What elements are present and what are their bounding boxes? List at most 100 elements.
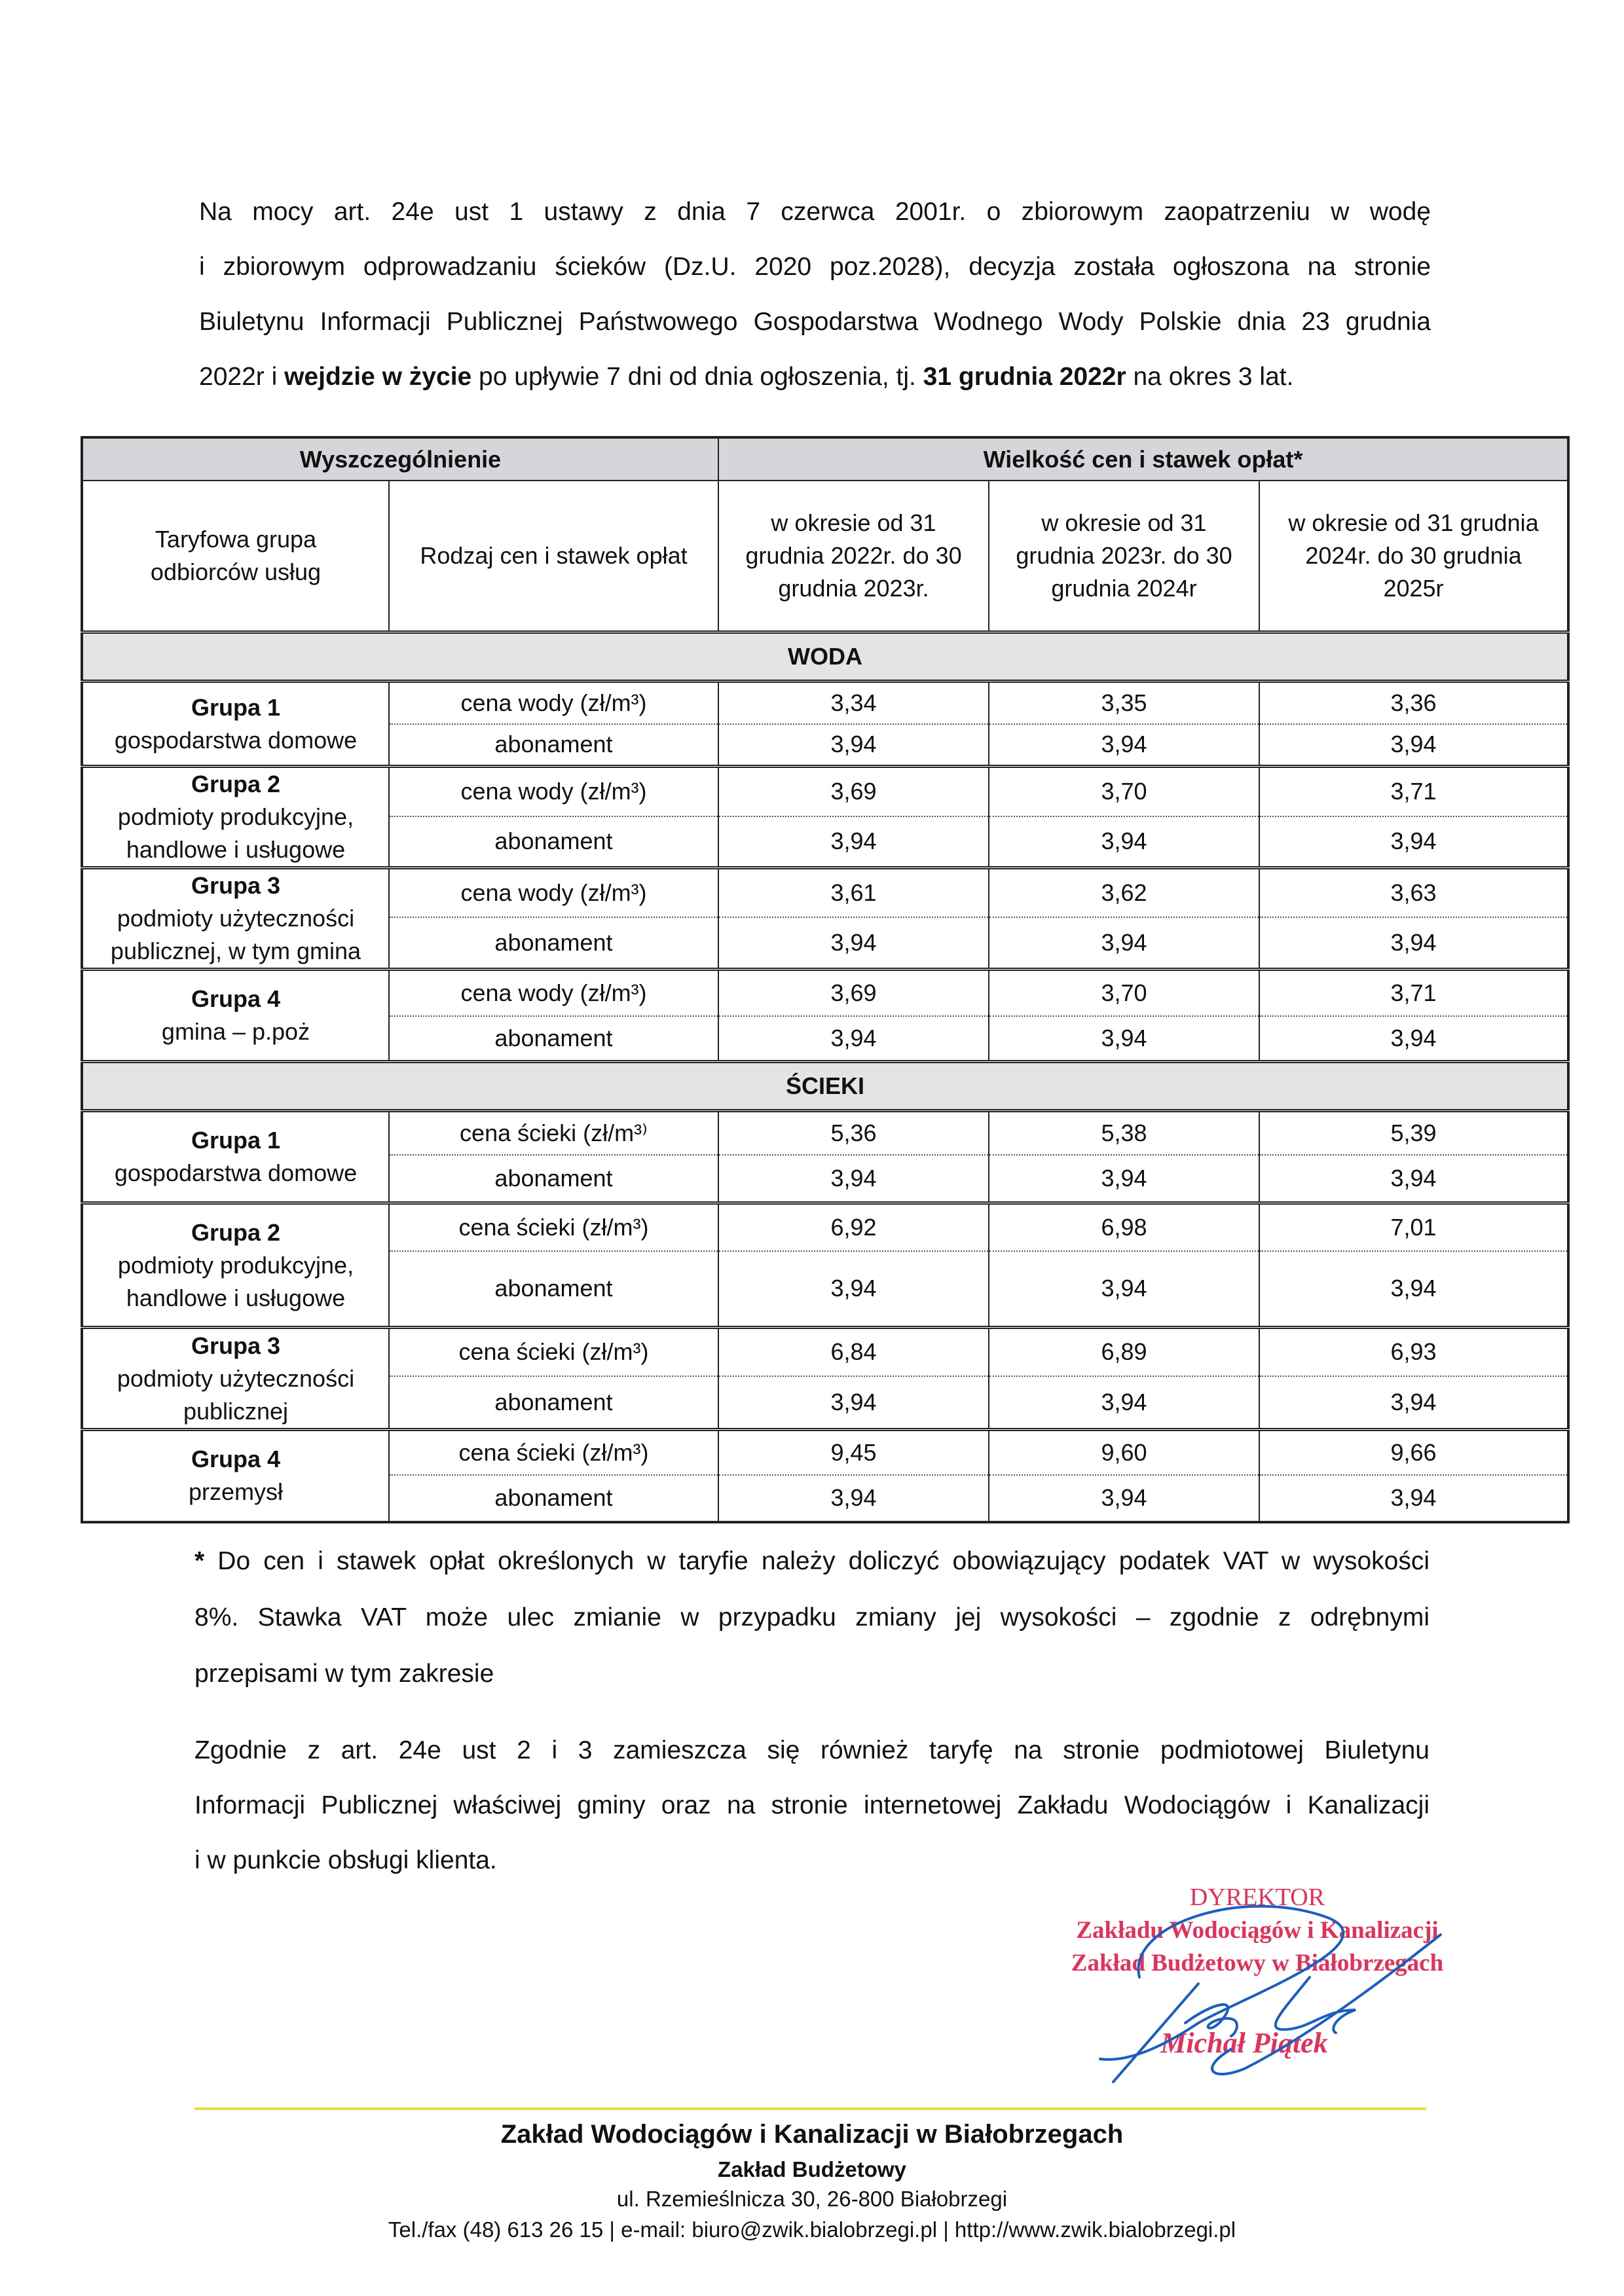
price-period-2: 3,70 [988, 968, 1260, 1017]
rate-type: cena ścieki (zł/m³⁾ [388, 1110, 719, 1156]
price-period-3: 6,93 [1259, 1326, 1569, 1377]
group-cell: Grupa 2 podmioty produkcyjne, handlowe i … [81, 765, 390, 869]
price-period-2: 3,94 [988, 1474, 1260, 1523]
note-line: * Do cen i stawek opłat określonych w ta… [194, 1533, 1430, 1590]
group-cell: Grupa 4 przemysł [81, 1428, 390, 1523]
price-period-1: 3,94 [718, 723, 989, 767]
tariff-table: Wyszczególnienie Wielkość cen i stawek o… [81, 436, 1570, 1523]
section-row: ŚCIEKI [81, 1060, 1569, 1112]
price-period-1: 3,94 [718, 1250, 989, 1328]
effective-date: 31 grudnia 2022r [923, 363, 1126, 391]
price-period-3: 3,94 [1259, 1015, 1569, 1063]
price-period-2: 3,70 [988, 764, 1260, 817]
price-period-2: 3,94 [988, 1015, 1260, 1063]
price-period-3: 3,94 [1259, 1154, 1569, 1204]
price-period-3: 3,94 [1259, 815, 1569, 869]
table-row: abonament 3,94 3,94 3,94 [82, 1154, 1569, 1204]
group-cell: Grupa 2 podmioty produkcyjne, handlowe i … [81, 1201, 390, 1328]
stamp-line-2: Zakład Budżetowy w Białobrzegach [1071, 1950, 1444, 1977]
group-name: Grupa 1 [191, 693, 281, 721]
price-period-2: 3,94 [988, 723, 1260, 767]
intro-line: i zbiorowym odprowadzaniu ścieków (Dz.U.… [199, 253, 1431, 281]
table-row: Grupa 1 gospodarstwa domowe cena ścieki (z… [81, 1110, 1569, 1204]
intro-line: Na mocy art. 24e ust 1 ustawy z dnia 7 c… [199, 198, 1431, 226]
table-row: abonament 3,94 3,94 3,94 [82, 1375, 1569, 1430]
note-line: przepisami w tym zakresie [194, 1660, 494, 1688]
group-description: gospodarstwa domowe [114, 726, 358, 754]
group-cell: Grupa 4 gmina – p.poż [81, 968, 390, 1063]
table-row: abonament 3,94 3,94 3,94 [82, 1015, 1569, 1063]
rate-type: abonament [388, 1375, 719, 1430]
publication-line: Informacji Publicznej właściwej gminy or… [194, 1791, 1430, 1819]
price-period-3: 3,36 [1259, 680, 1569, 725]
price-period-3: 3,94 [1259, 723, 1569, 767]
price-period-1: 3,69 [718, 968, 989, 1017]
price-period-3: 7,01 [1259, 1201, 1569, 1252]
price-period-1: 3,94 [718, 1015, 989, 1063]
table-row: Grupa 3 podmioty użyteczności publicznej,… [81, 866, 1569, 970]
price-period-1: 3,94 [718, 1375, 989, 1430]
price-period-1: 3,34 [718, 680, 989, 725]
col-header-period-1: w okresie od 31 grudnia 2022r. do 30 gru… [718, 480, 989, 633]
table-header-row: Wyszczególnienie Wielkość cen i stawek o… [81, 437, 1569, 481]
group-description: gospodarstwa domowe [114, 1159, 358, 1186]
intro-text: 2022r i [199, 363, 285, 391]
price-period-2: 3,94 [988, 1250, 1260, 1328]
price-period-3: 3,94 [1259, 916, 1569, 970]
rate-type: cena wody (zł/m³) [388, 680, 719, 725]
rate-type: abonament [388, 815, 719, 869]
col-header-period-2: w okresie od 31 grudnia 2023r. do 30 gru… [988, 480, 1260, 633]
group-cell: Grupa 1 gospodarstwa domowe [81, 1110, 390, 1204]
group-description: podmioty produkcyjne, handlowe i usługow… [117, 803, 354, 863]
group-name: Grupa 1 [191, 1127, 281, 1154]
price-period-2: 5,38 [988, 1110, 1260, 1156]
effective-phrase: wejdzie w życie [284, 363, 472, 391]
group-name: Grupa 4 [191, 985, 281, 1012]
price-period-3: 3,63 [1259, 866, 1569, 918]
footer-contact: Tel./fax (48) 613 26 15 | e-mail: biuro@… [388, 2217, 1236, 2242]
price-period-1: 3,94 [718, 916, 989, 970]
price-period-2: 3,94 [988, 1154, 1260, 1204]
note-text: Do cen i stawek opłat określonych w tary… [204, 1547, 1430, 1575]
stamp-name: Michał Piątek [1160, 2027, 1327, 2059]
price-period-3: 3,71 [1259, 968, 1569, 1017]
publication-paragraph: Zgodnie z art. 24e ust 2 i 3 zamieszcza … [194, 1723, 1430, 1888]
rate-type: cena ścieki (zł/m³) [388, 1326, 719, 1377]
rate-type: cena wody (zł/m³) [388, 968, 719, 1017]
table-row: Grupa 3 podmioty użyteczności publicznej c… [81, 1326, 1569, 1430]
group-name: Grupa 3 [191, 872, 281, 899]
rate-type: abonament [388, 723, 719, 767]
column-header-row: Taryfowa grupa odbiorców usług Rodzaj ce… [81, 480, 1569, 633]
group-name: Grupa 4 [191, 1446, 281, 1473]
publication-line: i w punkcie obsługi klienta. [194, 1846, 497, 1874]
group-name: Grupa 3 [191, 1332, 281, 1359]
price-period-2: 6,89 [988, 1326, 1260, 1377]
table-row: abonament 3,94 3,94 3,94 [82, 815, 1569, 869]
group-cell: Grupa 3 podmioty użyteczności publicznej [81, 1326, 390, 1430]
rate-type: abonament [388, 1474, 719, 1523]
price-period-1: 6,84 [718, 1326, 989, 1377]
price-period-2: 3,94 [988, 815, 1260, 869]
group-cell: Grupa 3 podmioty użyteczności publicznej,… [81, 866, 390, 970]
footer-divider [194, 2107, 1426, 2110]
footer-address: ul. Rzemieślnicza 30, 26-800 Białobrzegi [616, 2187, 1008, 2211]
price-period-2: 3,94 [988, 1375, 1260, 1430]
section-title: WODA [81, 630, 1569, 683]
section-row: WODA [81, 630, 1569, 683]
intro-text: na okres 3 lat. [1126, 363, 1294, 391]
price-period-2: 6,98 [988, 1201, 1260, 1252]
price-period-1: 3,94 [718, 1154, 989, 1204]
intro-line: Biuletynu Informacji Publicznej Państwow… [199, 308, 1431, 336]
intro-text: po upływie 7 dni od dnia ogłoszenia, tj. [471, 363, 923, 391]
rate-type: cena ścieki (zł/m³) [388, 1201, 719, 1252]
table-row: abonament 3,94 3,94 3,94 [82, 1250, 1569, 1328]
group-cell: Grupa 1 gospodarstwa domowe [81, 680, 390, 767]
rate-type: abonament [388, 1154, 719, 1204]
rate-type: abonament [388, 916, 719, 970]
price-period-3: 3,94 [1259, 1375, 1569, 1430]
footer-company: Zakład Wodociągów i Kanalizacji w Białob… [500, 2120, 1124, 2149]
col-header-type: Rodzaj cen i stawek opłat [388, 480, 719, 633]
price-period-1: 6,92 [718, 1201, 989, 1252]
group-description: przemysł [188, 1478, 284, 1506]
price-period-1: 3,94 [718, 1474, 989, 1523]
